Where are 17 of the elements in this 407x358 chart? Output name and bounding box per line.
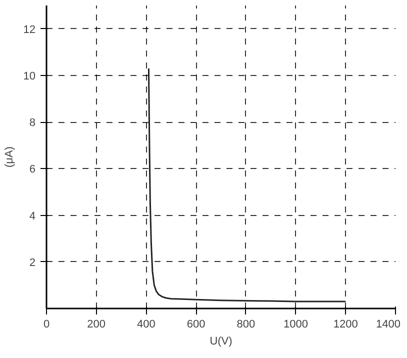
line-series: [148, 68, 346, 302]
y-tick-label: 12: [23, 24, 36, 36]
y-tick-label: 2: [29, 256, 36, 269]
x-tick-label: 1000: [284, 318, 308, 330]
y-tick-label: 6: [29, 164, 36, 176]
x-tick-label: 400: [137, 318, 156, 330]
x-tick-label: 600: [186, 318, 206, 330]
y-tick-label: 10: [23, 70, 36, 82]
y-tick-label: 4: [29, 210, 36, 222]
x-tick-label: 200: [87, 318, 106, 330]
x-axis-title: U(V): [210, 336, 232, 348]
y-axis-title: (μA): [3, 146, 16, 168]
x-tick-label: 1400: [376, 318, 401, 330]
x-tick-label: 1200: [333, 318, 358, 330]
x-tick-label: 0: [43, 318, 50, 330]
x-tick-label: 800: [236, 318, 256, 330]
y-tick-label: 8: [29, 117, 36, 130]
